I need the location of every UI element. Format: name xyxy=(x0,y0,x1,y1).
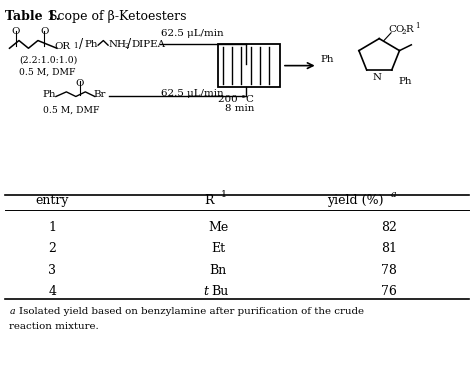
Text: Ph: Ph xyxy=(321,55,334,64)
Text: Br: Br xyxy=(94,90,106,99)
Text: 4: 4 xyxy=(48,285,56,298)
Text: yield (%): yield (%) xyxy=(328,194,384,207)
Text: R: R xyxy=(204,194,213,207)
Text: Ph: Ph xyxy=(43,90,56,99)
Text: 8 min: 8 min xyxy=(225,104,255,113)
Text: 81: 81 xyxy=(381,242,397,256)
Text: 0.5 M, DMF: 0.5 M, DMF xyxy=(43,106,99,115)
Text: Bu: Bu xyxy=(211,285,228,298)
Text: OR: OR xyxy=(55,42,71,51)
Text: Scope of β-Ketoesters: Scope of β-Ketoesters xyxy=(45,10,187,23)
Text: entry: entry xyxy=(36,194,69,207)
Text: 2: 2 xyxy=(48,242,56,256)
Text: CO: CO xyxy=(389,25,405,34)
Text: Me: Me xyxy=(208,221,228,234)
Text: 200 °C: 200 °C xyxy=(218,95,254,103)
Text: O: O xyxy=(40,27,49,36)
Text: O: O xyxy=(12,27,20,36)
Text: N: N xyxy=(373,73,381,82)
Text: Ph: Ph xyxy=(84,40,98,49)
Text: Bn: Bn xyxy=(210,264,227,277)
Text: 78: 78 xyxy=(381,264,397,277)
Text: (2.2:1.0:1.0): (2.2:1.0:1.0) xyxy=(19,56,77,65)
Text: R: R xyxy=(406,25,413,34)
Text: 62.5 μL/min: 62.5 μL/min xyxy=(161,89,224,98)
Text: 1: 1 xyxy=(415,22,419,30)
Text: 76: 76 xyxy=(381,285,397,298)
Text: NH: NH xyxy=(108,40,126,49)
Text: t: t xyxy=(203,285,209,298)
Text: 62.5 μL/min: 62.5 μL/min xyxy=(161,29,224,38)
Text: 1: 1 xyxy=(48,221,56,234)
Text: reaction mixture.: reaction mixture. xyxy=(9,322,99,331)
Text: 1: 1 xyxy=(73,42,78,50)
Text: O: O xyxy=(76,79,84,88)
Text: 3: 3 xyxy=(48,264,56,277)
Text: /: / xyxy=(127,38,131,51)
Bar xyxy=(218,44,280,87)
Text: Ph: Ph xyxy=(398,76,411,86)
Text: Isolated yield based on benzylamine after purification of the crude: Isolated yield based on benzylamine afte… xyxy=(19,307,364,316)
Text: 0.5 M, DMF: 0.5 M, DMF xyxy=(19,68,75,76)
Text: a: a xyxy=(9,307,15,316)
Text: a: a xyxy=(391,190,397,200)
Text: Et: Et xyxy=(211,242,225,256)
Text: Table 1.: Table 1. xyxy=(5,10,60,23)
Text: 82: 82 xyxy=(381,221,397,234)
Text: 2: 2 xyxy=(402,28,406,36)
Text: 1: 1 xyxy=(220,190,227,200)
Text: /: / xyxy=(79,38,83,51)
Text: 2: 2 xyxy=(124,42,128,50)
Text: DIPEA: DIPEA xyxy=(132,40,166,49)
